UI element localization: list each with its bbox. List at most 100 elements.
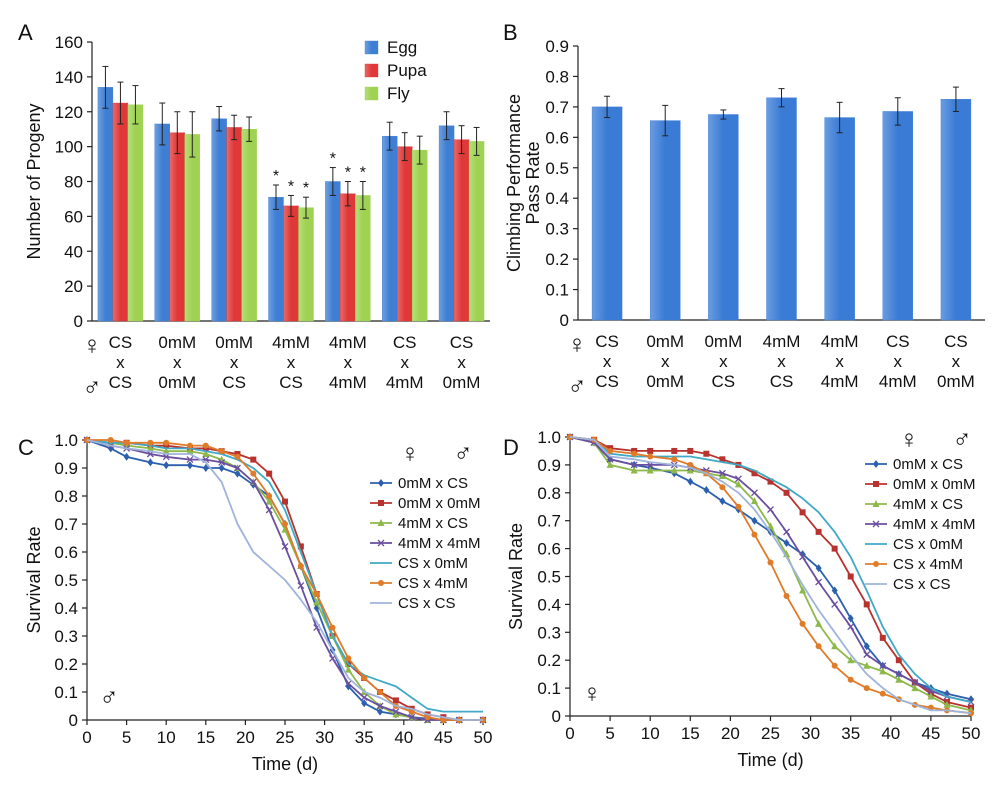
y-tick-label: 0.6 [537, 540, 561, 559]
marker-x [376, 702, 384, 710]
y-tick-label: 0.5 [545, 159, 569, 178]
marker-diamond [361, 699, 368, 708]
y-tick-label: 0 [552, 707, 561, 726]
y-tick-label: 0.7 [537, 512, 561, 531]
survival-line-cs-x-cs [569, 436, 972, 715]
marker-square [783, 489, 790, 496]
category-cross-label: x [344, 353, 353, 372]
category-cross-label: x [894, 352, 903, 371]
x-tick-label: 0 [82, 728, 91, 747]
legend-label: 4mM x 4mM [398, 535, 481, 552]
x-tick-label: 50 [962, 724, 981, 743]
marker-diamond [815, 564, 822, 573]
marker-square [799, 509, 806, 516]
marker-square [895, 657, 902, 664]
panel-label-a: A [18, 20, 33, 45]
sex-marker-symbol: ♀ [582, 678, 602, 708]
legend-label: CS x CS [893, 576, 951, 593]
marker-triangle [831, 642, 839, 650]
legend-label-pupa: Pupa [387, 61, 427, 80]
category-male-label: CS [109, 373, 133, 392]
male-symbol: ♂ [82, 372, 102, 402]
marker-triangle [186, 447, 194, 455]
category-female-label: 4mM [272, 333, 310, 352]
marker-circle [297, 563, 304, 569]
x-tick-label: 40 [881, 724, 900, 743]
marker-x [249, 478, 257, 486]
marker-circle [123, 439, 130, 446]
category-cross-label: x [287, 353, 296, 372]
y-tick-label: 0.3 [537, 623, 561, 642]
chart-c-male-survival: 0 0.1 0.2 0.3 0.4 0.5 0.6 0.7 0.8 0.9 1.0 0 5 10 15 20 2… [24, 431, 492, 774]
significance-star: * [360, 165, 366, 182]
bar-egg [268, 196, 284, 322]
y-axis-title-line: Pass Rate [523, 141, 543, 224]
legend-male-symbol: ♂ [952, 424, 972, 454]
y-tick-label: 0.9 [545, 37, 569, 56]
x-tick-label: 30 [315, 728, 334, 747]
marker-circle [147, 439, 154, 446]
marker-triangle [911, 684, 919, 692]
marker-x [297, 582, 305, 590]
x-tick-label: 10 [157, 728, 176, 747]
category-cross-label: x [173, 353, 182, 372]
marker-diamond [719, 497, 726, 506]
marker-diamond [847, 614, 854, 623]
marker-triangle [670, 466, 678, 474]
marker-circle [847, 676, 854, 683]
marker-x [872, 520, 880, 528]
y-tick-label: 0 [560, 311, 569, 330]
bar-egg [154, 123, 170, 322]
y-tick-label: 0.9 [537, 456, 561, 475]
marker-circle [250, 470, 257, 477]
marker-triangle [895, 675, 903, 683]
marker-x [831, 600, 839, 608]
category-female-label: 0mM [704, 332, 742, 351]
y-tick-label: 140 [55, 68, 83, 87]
marker-triangle [646, 466, 654, 474]
marker-circle [647, 453, 654, 460]
category-male-label: 4mM [821, 372, 859, 391]
category-male-label: 4mM [879, 372, 917, 391]
marker-x [879, 662, 887, 670]
legend-female-symbol: ♀ [899, 424, 919, 454]
marker-triangle [718, 472, 726, 480]
marker-diamond [163, 461, 170, 470]
marker-circle [735, 503, 742, 510]
category-female-label: 0mM [158, 333, 196, 352]
marker-triangle [606, 460, 614, 468]
marker-triangle [344, 665, 352, 673]
bar-pupa [453, 139, 470, 322]
x-tick-label: 25 [761, 724, 780, 743]
x-tick-label: 15 [681, 724, 700, 743]
marker-diamond [123, 452, 130, 461]
bar-pupa [112, 102, 129, 322]
category-cross-label: x [952, 352, 961, 371]
legend-label: 0mM x CS [893, 456, 963, 473]
marker-diamond [873, 460, 879, 468]
marker-circle [631, 450, 638, 457]
chart-d-female-survival: 0 0.1 0.2 0.3 0.4 0.5 0.6 0.7 0.8 0.9 1.0 0 5 10 15 20 2… [506, 424, 980, 770]
marker-square [751, 470, 758, 477]
category-cross-label: x [719, 352, 728, 371]
category-female-label: CS [450, 333, 474, 352]
x-tick-label: 20 [721, 724, 740, 743]
bar-pass-rate [591, 106, 623, 321]
marker-circle [163, 439, 170, 446]
marker-square [392, 697, 399, 704]
marker-triangle [863, 661, 871, 669]
marker-triangle [630, 466, 638, 474]
marker-x [767, 506, 774, 513]
marker-triangle [847, 656, 855, 664]
category-male-label: CS [279, 373, 303, 392]
bar-fly [355, 195, 371, 322]
marker-x [344, 680, 352, 688]
marker-diamond [863, 642, 870, 651]
legend-swatch-fly [364, 86, 379, 101]
category-female-label: CS [944, 332, 968, 351]
x-tick-label: 35 [355, 728, 374, 747]
bar-pass-rate [824, 117, 855, 321]
legend-label: CS x 4mM [893, 556, 963, 573]
marker-circle [107, 437, 114, 443]
x-axis-title: Time (d) [252, 754, 318, 774]
